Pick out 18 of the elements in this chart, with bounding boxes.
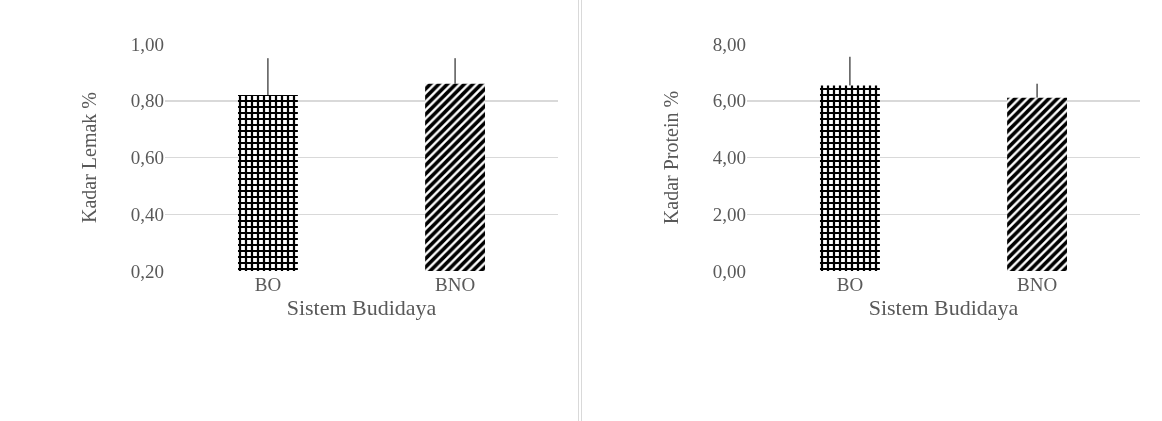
y-tick-label: 0,60 — [130, 147, 164, 169]
y-tick-label: 2,00 — [712, 203, 746, 225]
x-tick-label: BNO — [435, 274, 476, 295]
x-axis-title: Sistem Budidaya — [868, 295, 1019, 320]
y-tick-label: 0,00 — [712, 260, 746, 282]
x-tick-label: BO — [254, 274, 282, 295]
y-tick-label: 6,00 — [712, 90, 746, 112]
y-tick-label: 0,40 — [130, 203, 164, 225]
y-axis-title: Kadar Lemak % — [78, 91, 101, 224]
y-axis-title: Kadar Protein % — [660, 90, 683, 225]
y-tick-label: 8,00 — [712, 33, 746, 55]
x-tick-label: BO — [836, 274, 864, 295]
x-tick-label: BNO — [1017, 274, 1058, 295]
y-tick-label: 0,20 — [130, 260, 164, 282]
y-tick-label: 0,80 — [130, 90, 164, 112]
y-tick-label: 1,00 — [130, 33, 164, 55]
y-tick-label: 4,00 — [712, 147, 746, 169]
x-axis-title: Sistem Budidaya — [286, 295, 437, 320]
